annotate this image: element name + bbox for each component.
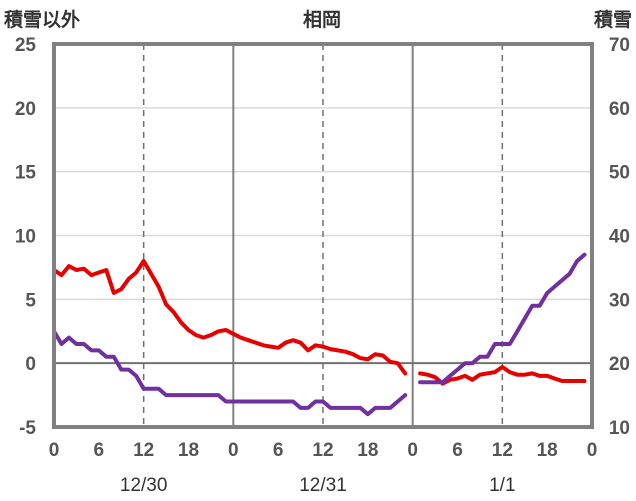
x-tick-label: 0 xyxy=(587,440,598,461)
right-tick-label: 10 xyxy=(609,418,630,439)
right-tick-label: 40 xyxy=(609,227,630,248)
right-tick-label: 30 xyxy=(609,290,630,311)
series-2-line xyxy=(418,252,587,385)
left-tick-label: 20 xyxy=(15,99,36,120)
left-tick-label: 5 xyxy=(25,290,36,311)
left-axis-title: 積雪以外 xyxy=(4,8,80,31)
right-tick-label: 70 xyxy=(609,35,630,56)
left-tick-label: 15 xyxy=(15,163,37,184)
x-tick-label: 18 xyxy=(357,440,378,461)
left-tick-label: 0 xyxy=(25,354,36,375)
series-1-line xyxy=(418,365,587,386)
x-tick-label: 6 xyxy=(94,440,105,461)
date-label: 12/31 xyxy=(299,475,347,496)
right-axis-title: 積雪 xyxy=(594,8,632,31)
series-2-line xyxy=(52,329,408,417)
x-tick-label: 0 xyxy=(407,440,418,461)
left-tick-label: 25 xyxy=(15,35,37,56)
right-tick-label: 60 xyxy=(609,99,630,120)
left-tick-label: -5 xyxy=(19,418,36,439)
right-tick-label: 20 xyxy=(609,354,630,375)
x-tick-label: 12 xyxy=(133,440,154,461)
chart-title: 相岡 xyxy=(303,9,341,31)
x-tick-label: 12 xyxy=(312,440,333,461)
x-tick-label: 0 xyxy=(228,440,239,461)
x-tick-label: 12 xyxy=(492,440,513,461)
series-1-line xyxy=(52,259,408,376)
date-label: 12/30 xyxy=(120,475,168,496)
grid xyxy=(54,44,592,427)
x-tick-label: 6 xyxy=(273,440,284,461)
x-tick-label: 0 xyxy=(49,440,60,461)
x-tick-label: 6 xyxy=(452,440,463,461)
right-tick-label: 50 xyxy=(609,163,630,184)
date-label: 1/1 xyxy=(489,475,515,496)
left-tick-label: 10 xyxy=(15,227,36,248)
x-tick-label: 18 xyxy=(178,440,199,461)
series-lines xyxy=(52,252,587,417)
plot-frame xyxy=(52,42,594,429)
x-tick-label: 18 xyxy=(537,440,558,461)
